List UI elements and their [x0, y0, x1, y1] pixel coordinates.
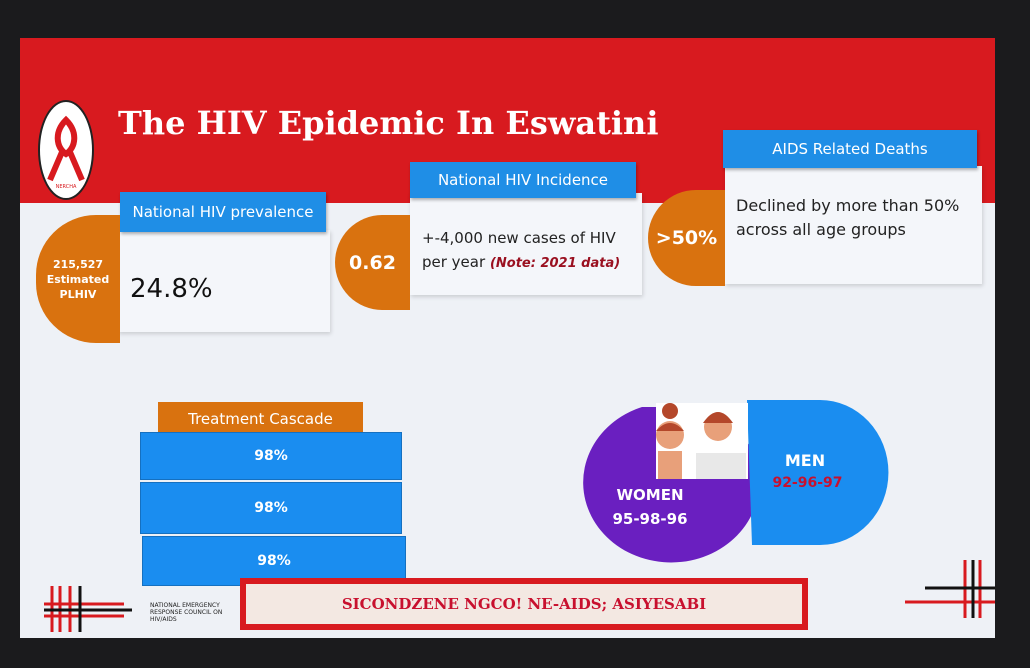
- prevalence-label: National HIV prevalence: [120, 192, 326, 232]
- prevalence-card: [118, 230, 330, 332]
- cascade-row: 98%: [140, 482, 402, 534]
- badge-line: 215,527: [52, 257, 104, 271]
- faces-icon: [656, 403, 748, 479]
- deaths-badge: >50%: [648, 190, 725, 286]
- men-label: MEN: [784, 451, 826, 470]
- deaths-label: AIDS Related Deaths: [723, 130, 977, 168]
- footer-banner: SICONDZENE NGCO! NE-AIDS; ASIYESABI: [240, 578, 808, 630]
- prevalence-value: 24.8%: [130, 274, 213, 304]
- badge-line: Estimated: [46, 272, 110, 286]
- deaths-card: [725, 166, 982, 284]
- decor-right: [905, 560, 995, 618]
- logo: NERCHA: [38, 100, 94, 200]
- men-value: 92-96-97: [772, 475, 843, 491]
- logo-text: NERCHA: [55, 184, 77, 190]
- incidence-card: [410, 193, 642, 295]
- women-value: 95-98-96: [612, 510, 688, 528]
- badge-line: PLHIV: [59, 287, 97, 301]
- incidence-label: National HIV Incidence: [410, 162, 636, 198]
- cascade-row: 98%: [140, 432, 402, 480]
- title: The HIV Epidemic In Eswatini: [118, 104, 659, 142]
- men-shape: [747, 400, 889, 545]
- ribbon: [47, 115, 85, 182]
- incidence-text: +-4,000 new cases of HIV per year (Note:…: [422, 226, 632, 276]
- gender-graphic: [583, 400, 889, 563]
- footer-slogan: SICONDZENE NGCO! NE-AIDS; ASIYESABI: [246, 584, 802, 624]
- prevalence-badge: 215,527 Estimated PLHIV: [36, 215, 120, 343]
- footer-org: NATIONAL EMERGENCY RESPONSE COUNCIL ON H…: [150, 602, 223, 623]
- incidence-badge: 0.62: [335, 215, 410, 310]
- cascade-row: 98%: [142, 536, 406, 586]
- cascade-title: Treatment Cascade: [158, 402, 363, 436]
- deaths-text: Declined by more than 50% across all age…: [736, 196, 960, 239]
- incidence-note: (Note: 2021 data): [489, 256, 621, 271]
- incidence-description: +-4,000 new cases of HIV per year: [422, 229, 616, 271]
- women-label: WOMEN: [616, 486, 684, 504]
- decor-left: [44, 586, 132, 632]
